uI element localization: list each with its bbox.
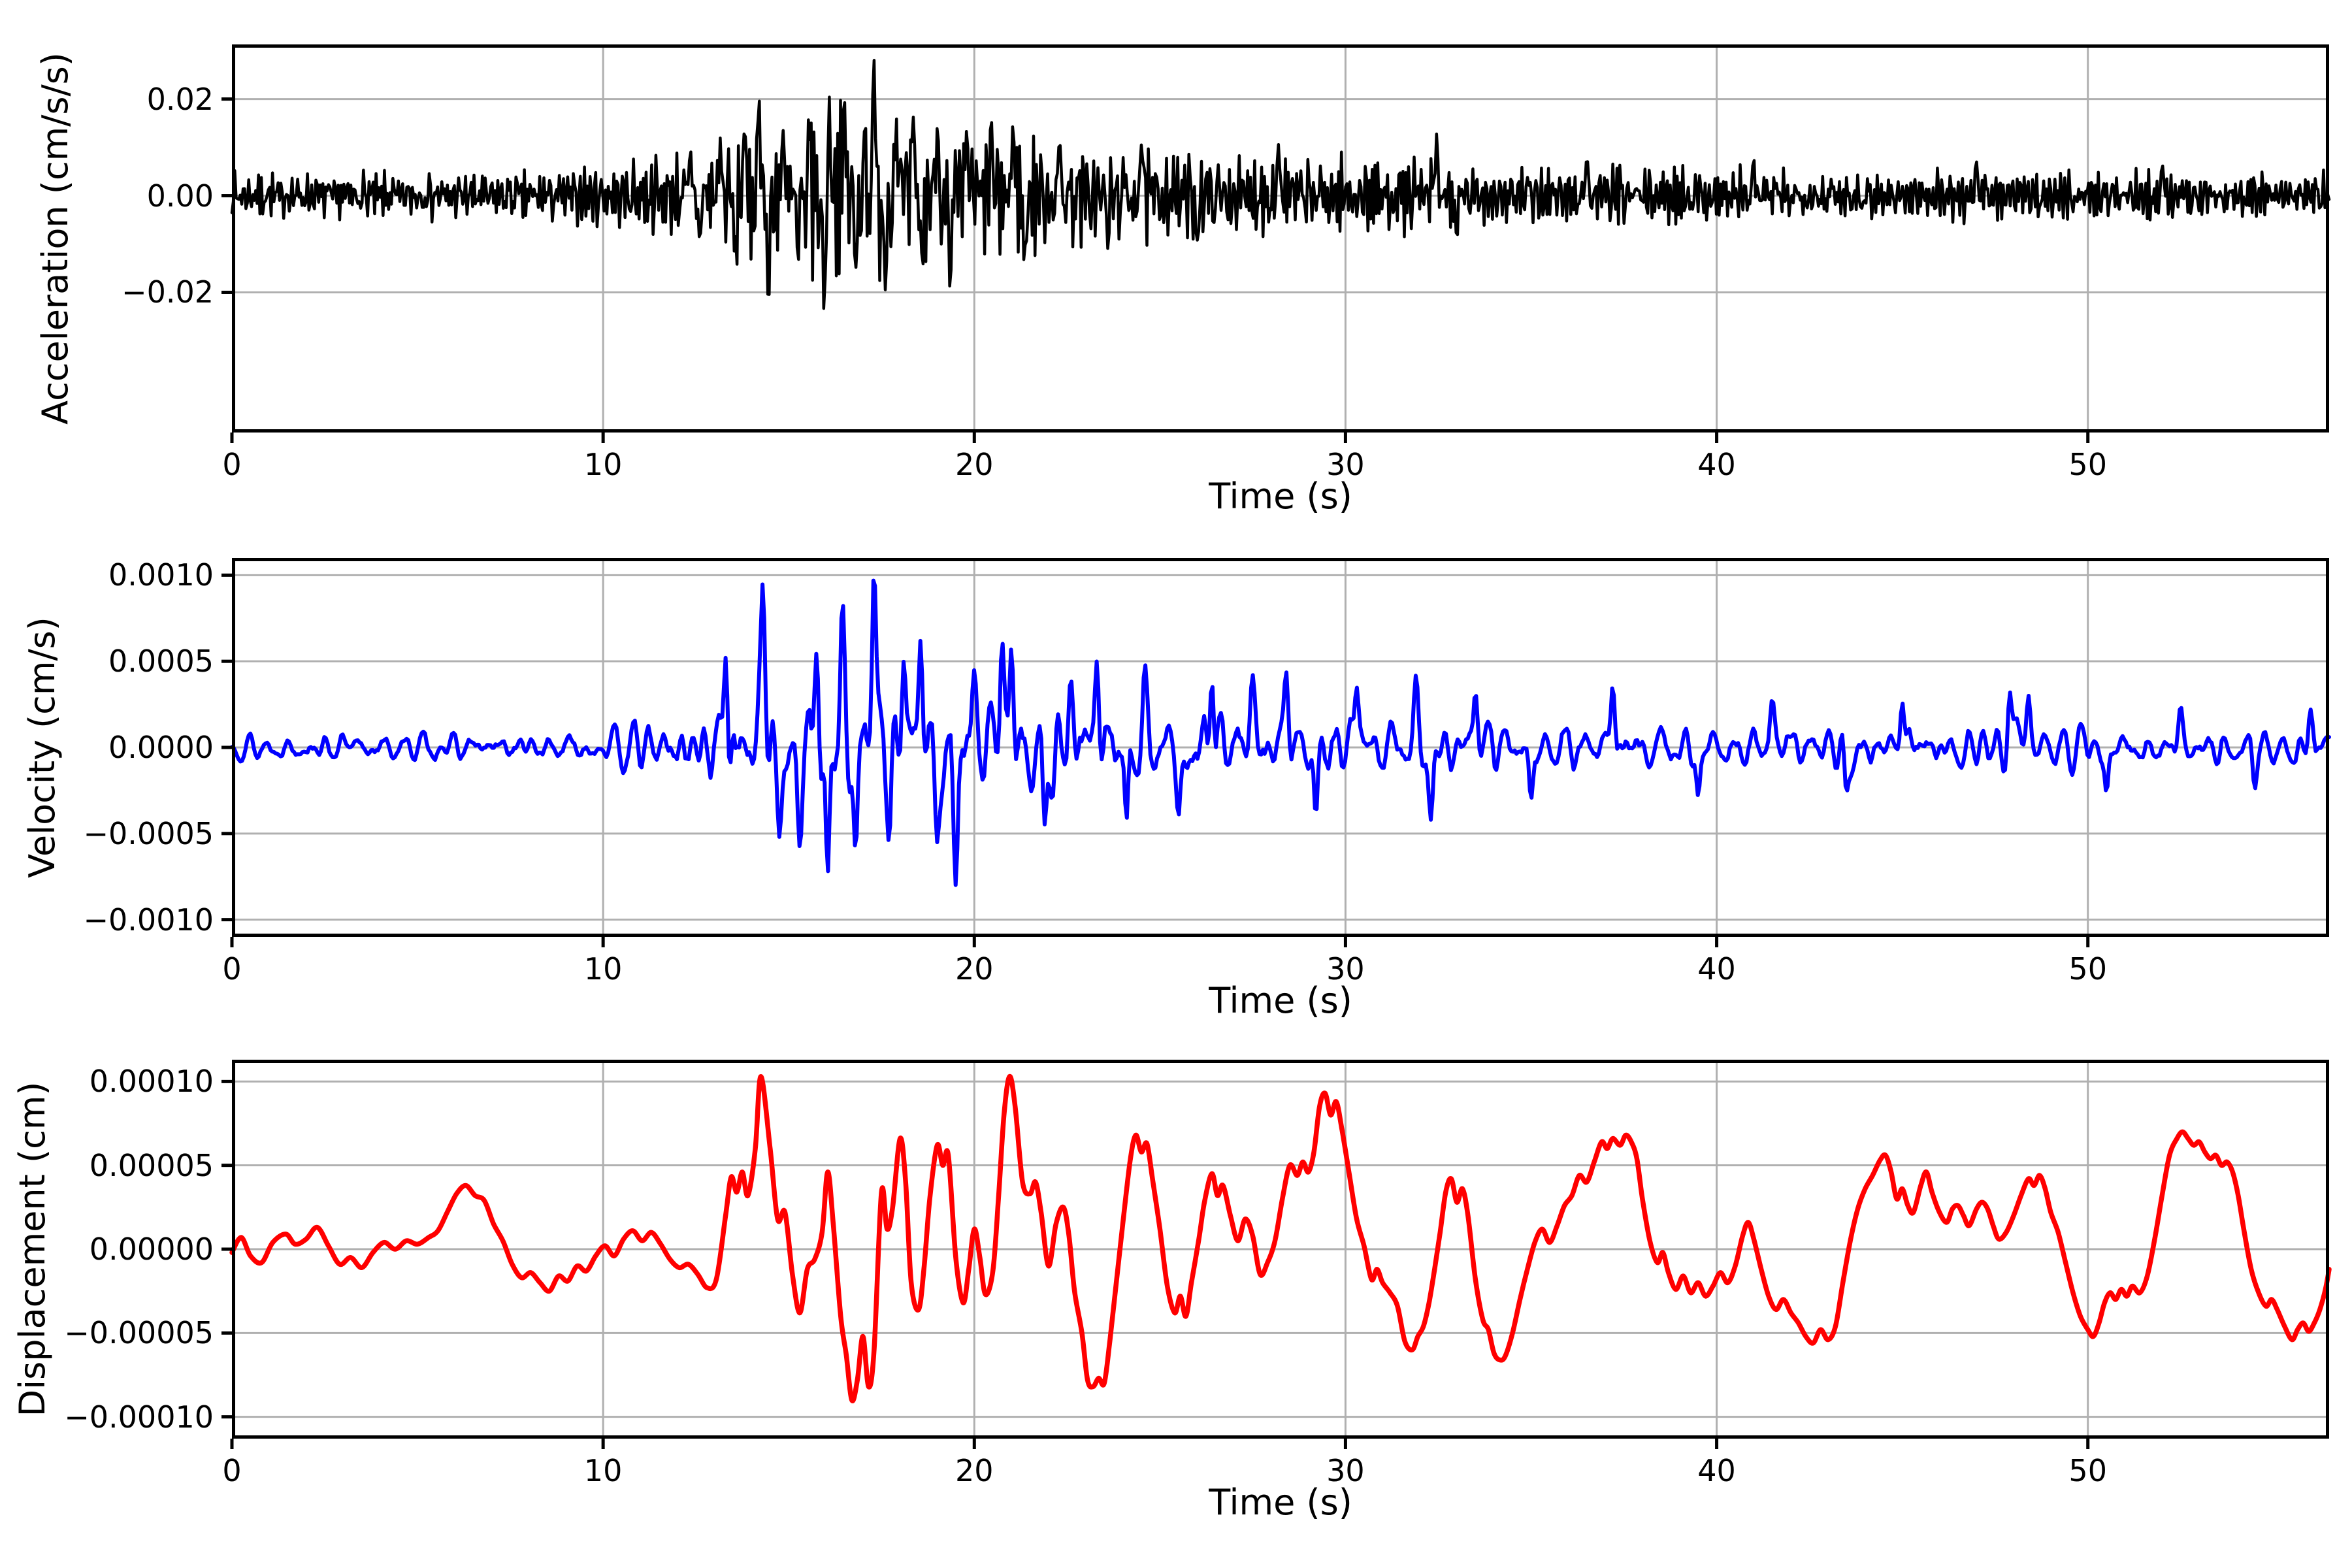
displacement-y-tick-label: −0.00005 — [64, 1315, 214, 1351]
velocity-x-tick-label: 0 — [222, 951, 242, 987]
axes-spines — [232, 44, 2329, 433]
acceleration-x-axis-label: Time (s) — [1209, 476, 1352, 517]
acceleration-x-tick-label: 40 — [1697, 447, 1736, 482]
acceleration-y-tick-label: 0.00 — [146, 178, 214, 214]
displacement-x-axis-label: Time (s) — [1209, 1482, 1352, 1523]
subplot-acceleration — [221, 44, 2331, 443]
velocity-x-tick-label: 20 — [955, 951, 994, 987]
subplot-displacement — [221, 1060, 2332, 1449]
displacement-y-tick-label: 0.00005 — [89, 1147, 214, 1183]
acceleration-y-tick-label: −0.02 — [122, 274, 214, 310]
acceleration-y-tick-label: 0.02 — [146, 81, 214, 117]
velocity-y-tick-label: −0.0005 — [83, 815, 214, 851]
displacement-y-tick-label: −0.00010 — [64, 1399, 214, 1435]
velocity-y-tick-label: 0.0000 — [108, 730, 214, 765]
acceleration-trace — [230, 59, 2331, 310]
displacement-chart-canvas — [221, 1060, 2332, 1449]
displacement-trace — [229, 1073, 2332, 1403]
displacement-x-tick-label: 10 — [583, 1453, 623, 1488]
acceleration-x-tick-label: 20 — [955, 447, 994, 482]
displacement-x-tick-label: 30 — [1326, 1453, 1365, 1488]
velocity-x-axis-label: Time (s) — [1209, 980, 1352, 1021]
velocity-y-tick-label: 0.0010 — [108, 557, 214, 593]
velocity-chart-canvas — [221, 558, 2331, 947]
displacement-x-tick-label: 40 — [1697, 1453, 1736, 1488]
velocity-x-tick-label: 50 — [2068, 951, 2107, 987]
velocity-y-tick-label: 0.0005 — [108, 644, 214, 679]
velocity-y-tick-label: −0.0010 — [83, 902, 214, 938]
acceleration-x-tick-label: 0 — [222, 447, 242, 482]
displacement-y-tick-label: 0.00000 — [89, 1232, 214, 1267]
displacement-x-tick-label: 50 — [2068, 1453, 2107, 1488]
displacement-x-tick-label: 0 — [222, 1453, 242, 1488]
acceleration-x-tick-label: 10 — [583, 447, 623, 482]
displacement-y-tick-label: 0.00010 — [89, 1064, 214, 1100]
velocity-trace — [230, 578, 2331, 887]
velocity-x-tick-label: 10 — [583, 951, 623, 987]
acceleration-x-tick-label: 50 — [2068, 447, 2107, 482]
axes-spines — [232, 1060, 2329, 1439]
subplot-velocity — [221, 558, 2331, 947]
displacement-x-tick-label: 20 — [955, 1453, 994, 1488]
velocity-x-tick-label: 30 — [1326, 951, 1365, 987]
axes-spines — [232, 558, 2329, 937]
acceleration-chart-canvas — [221, 44, 2331, 443]
velocity-x-tick-label: 40 — [1697, 951, 1736, 987]
acceleration-x-tick-label: 30 — [1326, 447, 1365, 482]
acceleration-y-axis-label: Acceleration (cm/s/s) — [35, 52, 76, 425]
